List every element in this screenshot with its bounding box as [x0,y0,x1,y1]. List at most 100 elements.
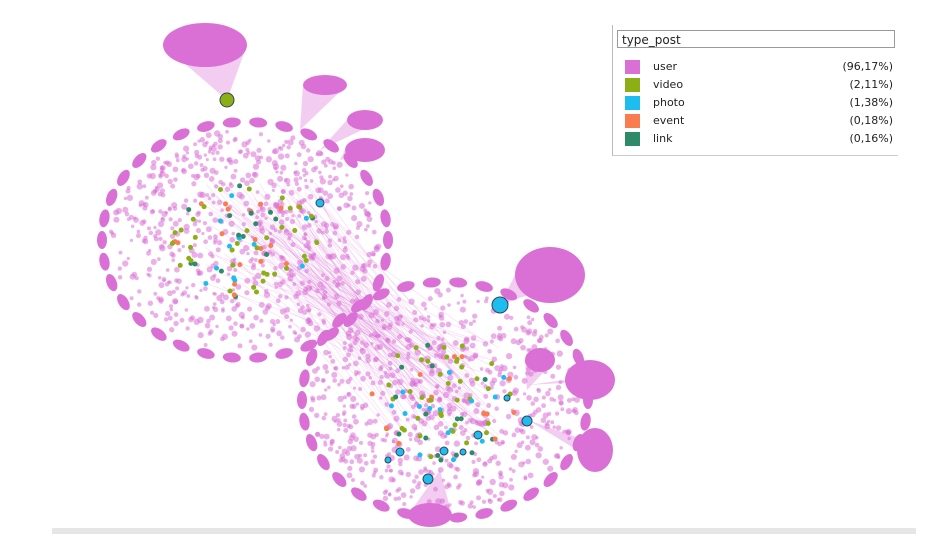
node [203,172,210,179]
edge [247,225,397,364]
legend-swatch [625,60,640,74]
node [368,312,375,319]
typed-node [188,258,194,264]
node [149,172,156,180]
node [249,322,256,329]
node [418,469,424,475]
node [397,334,403,340]
node [396,297,402,302]
node [158,173,162,178]
edge [287,279,485,360]
node [339,453,346,459]
node [179,317,185,323]
typed-node [395,353,401,359]
node [333,267,340,274]
node [211,305,216,310]
node [421,407,426,412]
node [203,343,208,347]
node [379,475,384,480]
node [441,478,446,482]
node [267,139,271,143]
node [352,360,359,367]
node-group [422,277,441,288]
node [164,317,169,322]
typed-node [244,228,250,234]
node [289,218,296,225]
node [324,229,330,234]
typed-node [454,358,460,364]
node [516,442,523,449]
node [244,277,251,284]
node [320,377,326,383]
typed-node [437,371,443,377]
node [174,266,180,273]
node [233,136,238,141]
node [392,379,398,386]
node [336,421,343,427]
node [301,224,308,231]
node [246,251,250,256]
node [527,472,534,479]
typed-node [444,354,450,360]
node [341,412,346,417]
node [276,330,283,337]
typed-node [489,361,495,367]
node [301,168,307,173]
node [324,369,330,374]
typed-node [369,391,375,397]
node [219,156,225,162]
node [550,420,555,425]
node [337,238,342,243]
node [335,412,341,418]
node [278,254,284,260]
node [158,282,165,289]
node [335,187,341,193]
node [212,291,216,296]
node [507,371,514,378]
node [376,413,380,417]
node [302,289,309,296]
node [158,236,163,242]
node [363,484,368,488]
node [388,366,393,371]
node [467,503,473,509]
node [197,270,204,276]
node [225,129,229,134]
node [290,242,296,248]
node-group [151,327,167,341]
node [444,425,448,430]
node [205,158,209,162]
node [278,262,285,269]
node [476,299,480,304]
node [541,403,547,409]
node [273,228,278,233]
node [299,280,306,286]
node [207,196,212,201]
node [172,166,179,173]
node [284,216,290,222]
node [262,309,269,315]
node [445,385,451,392]
node [324,226,329,231]
node-group [580,412,591,431]
node [302,160,309,167]
node [256,209,260,214]
node [323,412,328,417]
node [528,371,534,377]
typed-node [175,240,181,246]
node [342,238,348,244]
node [492,494,497,499]
node [338,445,342,450]
node [372,418,378,424]
node [273,166,278,171]
node [226,265,233,272]
legend-item: photo (1,38%) [625,95,893,111]
node [457,386,462,390]
edge [249,214,391,341]
edge [309,279,432,374]
node [327,243,333,248]
node [348,183,354,190]
node [308,406,315,413]
legend-share: (96,17%) [842,60,893,73]
edge [248,279,478,342]
